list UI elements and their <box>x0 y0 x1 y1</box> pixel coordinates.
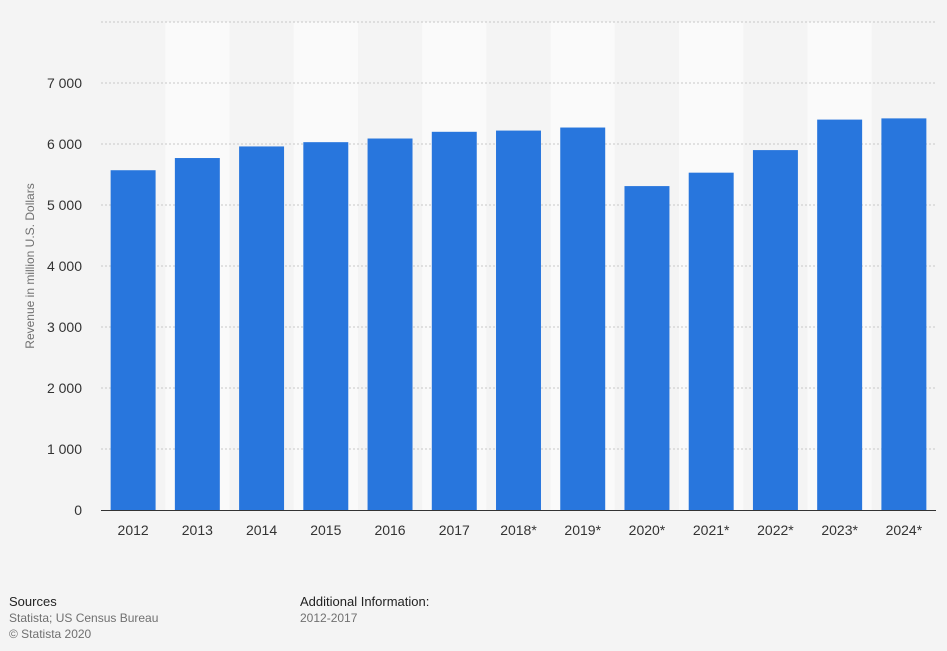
additional-info-heading: Additional Information: <box>300 594 430 609</box>
x-tick-label: 2012 <box>118 522 149 538</box>
x-tick-label: 2022* <box>757 522 794 538</box>
x-tick-label: 2019* <box>564 522 601 538</box>
x-tick-label: 2015 <box>310 522 341 538</box>
bar <box>303 142 349 511</box>
x-tick-label: 2018* <box>500 522 537 538</box>
bar <box>752 150 798 510</box>
bar <box>431 131 477 511</box>
y-tick-label: 6 000 <box>47 136 82 152</box>
bar <box>239 146 285 510</box>
y-tick-label: 0 <box>74 502 82 518</box>
y-tick-label: 1 000 <box>47 441 82 457</box>
x-tick-label: 2013 <box>182 522 213 538</box>
x-tick-label: 2016 <box>374 522 405 538</box>
y-tick-label: 2 000 <box>47 380 82 396</box>
x-tick-label: 2024* <box>886 522 923 538</box>
bar <box>367 138 413 510</box>
additional-info-block: Additional Information: 2012-2017 <box>300 594 429 626</box>
bar <box>110 170 156 511</box>
x-tick-label: 2017 <box>439 522 470 538</box>
sources-block: Sources Statista; US Census Bureau © Sta… <box>9 594 158 642</box>
y-tick-label: 4 000 <box>47 258 82 274</box>
y-tick-label: 5 000 <box>47 197 82 213</box>
revenue-bar-chart: 0 1 000 2 000 3 000 4 000 5 000 6 000 7 000 Reve… <box>23 21 936 538</box>
sources-text[interactable]: Statista; US Census Bureau <box>9 611 159 625</box>
y-axis-title: Revenue in million U.S. Dollars <box>23 183 37 348</box>
x-tick-label: 2020* <box>629 522 666 538</box>
x-tick-label: 2021* <box>693 522 730 538</box>
x-tick-label: 2014 <box>246 522 277 538</box>
bar <box>624 186 670 510</box>
bar <box>817 119 863 510</box>
chart-canvas: 0 1 000 2 000 3 000 4 000 5 000 6 000 7 000 Reve… <box>23 21 936 538</box>
bar <box>174 158 220 510</box>
y-tick-label: 3 000 <box>47 319 82 335</box>
additional-info-text: 2012-2017 <box>300 611 358 625</box>
bar <box>881 118 927 510</box>
x-tick-label: 2023* <box>821 522 858 538</box>
bar <box>496 130 541 510</box>
sources-heading: Sources <box>9 594 57 609</box>
bar <box>560 127 606 510</box>
y-tick-label: 7 000 <box>47 75 82 91</box>
copyright-text: © Statista 2020 <box>9 627 92 641</box>
bar <box>688 172 734 511</box>
